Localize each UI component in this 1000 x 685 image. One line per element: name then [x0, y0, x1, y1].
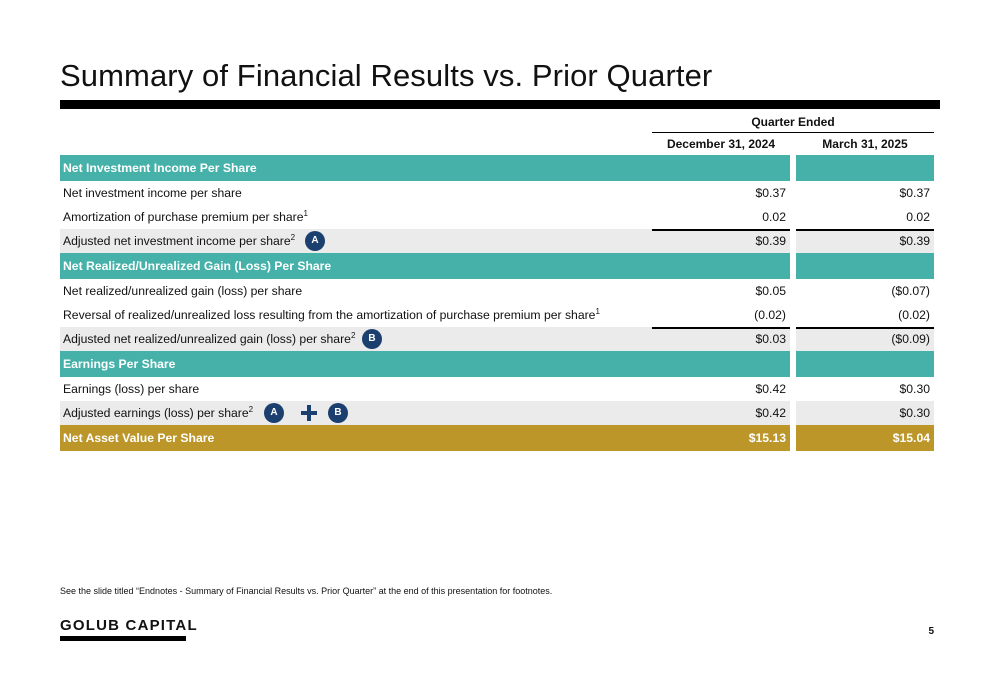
value-dec-2024: (0.02) — [754, 308, 786, 322]
row-label: Net realized/unrealized gain (loss) per … — [63, 284, 303, 298]
subtotal-rule — [652, 327, 790, 329]
value-dec-2024: $0.37 — [755, 186, 787, 200]
section-cell — [796, 155, 934, 181]
subtotal-rule — [796, 327, 934, 329]
table-row-amortization: Amortization of purchase premium per sha… — [60, 205, 934, 229]
company-logo: GOLUB CAPITAL — [60, 617, 198, 634]
badge-b: B — [362, 329, 382, 349]
section-label: Net Realized/Unrealized Gain (Loss) Per … — [63, 259, 332, 273]
footnote-ref: 2 — [290, 232, 296, 242]
row-label-text: Reversal of realized/unrealized loss res… — [63, 308, 596, 322]
badge-b: B — [328, 403, 348, 423]
value-mar-2025: (0.02) — [898, 308, 930, 322]
row-label: Adjusted net realized/unrealized gain (l… — [63, 327, 355, 351]
row-shade — [60, 229, 790, 253]
section-cell — [60, 351, 790, 377]
section-row-nii: Net Investment Income Per Share — [60, 155, 934, 181]
table-row-gain-per-share: Net realized/unrealized gain (loss) per … — [60, 279, 934, 303]
row-label-text: Adjusted net realized/unrealized gain (l… — [63, 332, 351, 346]
nav-cell — [796, 425, 934, 451]
row-label-text: Adjusted earnings (loss) per share — [63, 406, 249, 420]
value-mar-2025: $15.04 — [892, 431, 930, 445]
row-label: Reversal of realized/unrealized loss res… — [63, 303, 600, 327]
badge-a: A — [264, 403, 284, 423]
value-mar-2025: ($0.09) — [891, 332, 930, 346]
value-dec-2024: $0.42 — [755, 382, 787, 396]
value-mar-2025: ($0.07) — [891, 284, 930, 298]
row-shade — [796, 229, 934, 253]
row-shade — [796, 401, 934, 425]
section-label: Earnings Per Share — [63, 357, 176, 371]
plus-icon — [301, 405, 317, 421]
section-label: Net Investment Income Per Share — [63, 161, 257, 175]
section-cell — [796, 351, 934, 377]
page-title: Summary of Financial Results vs. Prior Q… — [60, 58, 713, 93]
value-mar-2025: $0.37 — [899, 186, 931, 200]
subtotal-rule — [796, 229, 934, 231]
value-dec-2024: $0.05 — [755, 284, 787, 298]
row-label-text: Amortization of purchase premium per sha… — [63, 210, 304, 224]
value-mar-2025: $0.39 — [899, 234, 931, 248]
column-header-mar-2025: March 31, 2025 — [822, 137, 908, 151]
logo-rule — [60, 636, 186, 641]
badge-a: A — [305, 231, 325, 251]
section-row-gain-loss: Net Realized/Unrealized Gain (Loss) Per … — [60, 253, 934, 279]
section-cell — [60, 155, 790, 181]
value-mar-2025: 0.02 — [906, 210, 930, 224]
value-dec-2024: $0.42 — [755, 406, 787, 420]
nav-cell — [60, 425, 790, 451]
value-mar-2025: $0.30 — [899, 406, 931, 420]
row-label: Net investment income per share — [63, 186, 242, 200]
row-label: Adjusted earnings (loss) per share2 — [63, 401, 253, 425]
value-dec-2024: $0.39 — [755, 234, 787, 248]
table-row-eps: Earnings (loss) per share $0.42 $0.30 — [60, 377, 934, 401]
quarter-ended-header: Quarter Ended — [652, 115, 934, 133]
value-dec-2024: $15.13 — [748, 431, 786, 445]
row-shade — [796, 327, 934, 351]
footnote-ref: 2 — [248, 404, 254, 414]
row-label: Amortization of purchase premium per sha… — [63, 205, 308, 229]
table-row-reversal: Reversal of realized/unrealized loss res… — [60, 303, 934, 327]
table-row-adjusted-eps: Adjusted earnings (loss) per share2 A B … — [60, 401, 934, 425]
row-shade — [60, 327, 790, 351]
row-label-text: Adjusted net investment income per share — [63, 234, 291, 248]
footnote-ref: 1 — [595, 306, 600, 316]
column-header-dec-2024: December 31, 2024 — [666, 137, 776, 151]
table-row-adjusted-gain: Adjusted net realized/unrealized gain (l… — [60, 327, 934, 351]
footnote-ref: 1 — [303, 208, 308, 218]
value-dec-2024: $0.03 — [755, 332, 787, 346]
table-row-adjusted-nii: Adjusted net investment income per share… — [60, 229, 934, 253]
row-label: Earnings (loss) per share — [63, 382, 200, 396]
subtotal-rule — [652, 229, 790, 231]
value-dec-2024: 0.02 — [762, 210, 786, 224]
footnote-ref: 2 — [350, 330, 356, 340]
value-mar-2025: $0.30 — [899, 382, 931, 396]
row-label: Net Asset Value Per Share — [63, 431, 215, 445]
section-cell — [796, 253, 934, 279]
row-shade — [60, 401, 790, 425]
table-row-nii-per-share: Net investment income per share $0.37 $0… — [60, 181, 934, 205]
page-number: 5 — [928, 626, 934, 637]
section-row-eps: Earnings Per Share — [60, 351, 934, 377]
row-label: Adjusted net investment income per share… — [63, 229, 295, 253]
table-row-nav: Net Asset Value Per Share $15.13 $15.04 — [60, 425, 934, 451]
section-cell — [60, 253, 790, 279]
footnote-text: See the slide titled “Endnotes - Summary… — [60, 586, 553, 596]
title-rule — [60, 100, 940, 109]
